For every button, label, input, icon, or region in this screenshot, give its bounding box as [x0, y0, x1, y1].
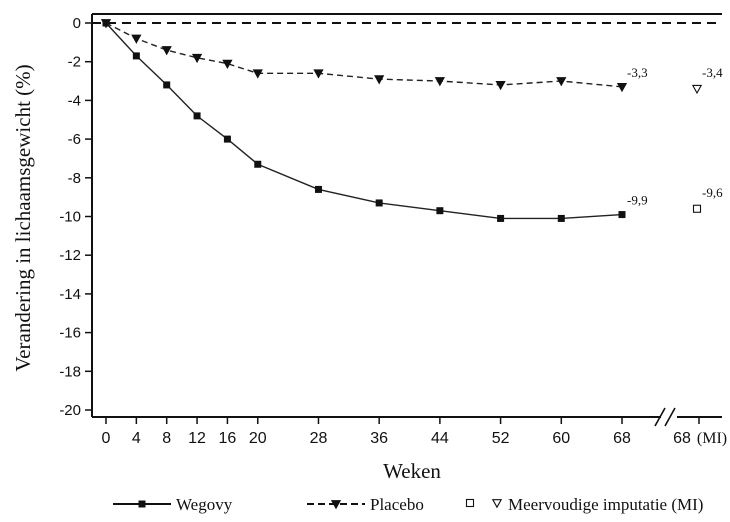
y-tick-label: -10	[59, 209, 81, 226]
mi-data-point	[692, 204, 702, 213]
y-tick-label: -16	[59, 325, 81, 342]
x-tick-label: 28	[310, 430, 328, 447]
y-tick-label: -4	[68, 92, 81, 109]
y-tick-label: -2	[68, 54, 81, 71]
data-point	[495, 81, 506, 91]
data-point	[223, 135, 231, 143]
axes: 0 -2 -4 -6 -8 -10 -12 -14 -16 -18 -20 0 4 8 12 16 20 28 36…	[59, 13, 727, 447]
data-point	[313, 69, 324, 79]
x-tick-label: 8	[162, 430, 171, 447]
mi-value-label: -9,6	[702, 185, 723, 200]
data-point	[161, 46, 172, 56]
data-point	[222, 59, 233, 69]
data-point	[193, 112, 201, 120]
y-tick-label: -8	[68, 170, 81, 187]
data-point	[497, 214, 505, 222]
data-point	[254, 160, 262, 168]
x-tick-label-mi-suffix: (MI)	[697, 430, 727, 447]
data-point	[556, 77, 567, 87]
y-tick-label: -18	[59, 363, 81, 380]
legend-marker-wegovy	[138, 500, 146, 508]
end-value-label: -3,3	[627, 65, 648, 80]
series-wegovy	[102, 19, 626, 222]
legend-marker-placebo	[330, 500, 342, 510]
axis-break-mark	[664, 407, 676, 427]
y-tick-label: -20	[59, 402, 81, 419]
data-point	[618, 211, 626, 219]
x-tick-label: 60	[552, 430, 570, 447]
data-point	[314, 185, 322, 193]
series-placebo	[100, 19, 628, 93]
axis-break-mark	[654, 407, 666, 427]
series-line	[105, 22, 623, 220]
data-point	[374, 75, 385, 85]
series-line	[105, 22, 623, 88]
legend-marker-mi-square	[465, 498, 475, 508]
x-tick-label: 44	[431, 430, 449, 447]
x-tick-label: 52	[492, 430, 510, 447]
data-point	[434, 77, 446, 87]
x-tick-label: 36	[370, 430, 388, 447]
legend-label-wegovy: Wegovy	[176, 495, 233, 514]
x-tick-label: 0	[102, 430, 111, 447]
y-tick-label: -14	[59, 286, 81, 303]
y-tick-label: -6	[68, 131, 81, 148]
end-value-label: -9,9	[627, 193, 648, 208]
data-point	[131, 34, 142, 44]
legend-marker-mi-triangle	[491, 499, 503, 509]
x-tick-label: 12	[188, 430, 206, 447]
y-axis-label: Verandering in lichaamsgewicht (%)	[11, 64, 35, 371]
mi-data-point	[691, 84, 703, 95]
x-tick-label: 68	[613, 430, 631, 447]
y-tick-label: 0	[73, 15, 81, 32]
data-point	[100, 19, 112, 29]
data-point	[191, 53, 203, 64]
x-tick-label: 16	[219, 430, 237, 447]
x-tick-label-mi: 68	[673, 430, 691, 447]
legend-label-mi: Meervoudige imputatie (MI)	[508, 495, 703, 514]
data-labels: -9,9 -3,3 -9,6 -3,4	[627, 65, 723, 208]
x-tick-label: 20	[249, 430, 267, 447]
mi-value-label: -3,4	[702, 65, 723, 80]
data-point	[132, 52, 140, 60]
legend-label-placebo: Placebo	[370, 495, 424, 514]
legend: Wegovy Placebo Meervoudige imputatie (MI)	[113, 495, 703, 514]
data-point	[557, 214, 565, 222]
data-series	[100, 19, 703, 222]
data-point	[163, 81, 171, 89]
x-axis-label: Weken	[383, 459, 441, 483]
data-point	[252, 69, 263, 79]
data-point	[436, 207, 444, 215]
y-tick-label: -12	[59, 247, 81, 264]
data-point	[616, 82, 628, 93]
data-point	[375, 199, 383, 207]
x-tick-label: 4	[132, 430, 141, 447]
